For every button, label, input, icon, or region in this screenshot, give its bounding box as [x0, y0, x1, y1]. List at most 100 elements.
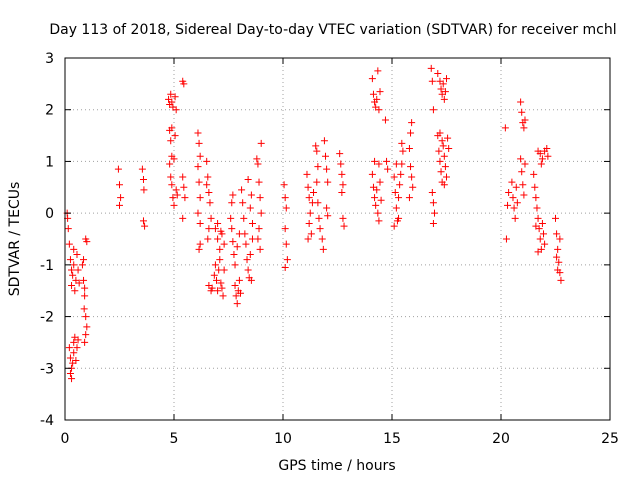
- data-point: [517, 98, 525, 106]
- data-point: [216, 245, 224, 253]
- data-point: [530, 170, 538, 178]
- data-point: [543, 145, 551, 152]
- data-point: [168, 124, 176, 132]
- data-point: [338, 188, 346, 196]
- data-point: [428, 188, 436, 196]
- data-point: [248, 219, 256, 227]
- data-point: [436, 129, 444, 137]
- data-point: [508, 178, 516, 186]
- data-point: [195, 178, 203, 186]
- data-point: [180, 80, 188, 88]
- data-point: [203, 157, 211, 165]
- data-point: [211, 261, 219, 269]
- data-point: [553, 253, 561, 261]
- data-point: [246, 251, 254, 259]
- data-point: [437, 168, 445, 176]
- data-point: [80, 305, 88, 313]
- x-tick-label: 5: [170, 431, 179, 447]
- data-point: [232, 292, 240, 300]
- data-point: [204, 173, 212, 181]
- data-point: [519, 181, 527, 189]
- data-point: [315, 214, 323, 222]
- data-point: [220, 266, 228, 274]
- data-point: [213, 276, 221, 284]
- data-point: [179, 173, 187, 181]
- data-point: [205, 225, 213, 233]
- data-point: [314, 163, 322, 171]
- data-point: [283, 256, 291, 264]
- data-point: [440, 152, 448, 160]
- data-point: [520, 124, 528, 132]
- data-point: [282, 204, 290, 212]
- data-point: [171, 93, 179, 101]
- data-point: [339, 214, 347, 222]
- data-point: [256, 194, 264, 202]
- data-point: [533, 204, 541, 212]
- data-point: [556, 235, 564, 243]
- plot-frame: [64, 57, 611, 421]
- data-point: [254, 160, 262, 168]
- data-point: [247, 191, 255, 199]
- data-point: [392, 160, 400, 168]
- data-point: [397, 170, 405, 178]
- data-point: [520, 191, 528, 199]
- data-point: [408, 173, 416, 181]
- data-point: [313, 178, 321, 186]
- data-point: [281, 225, 289, 233]
- data-point: [427, 64, 435, 72]
- data-point: [208, 284, 216, 292]
- data-point: [443, 173, 450, 181]
- data-point: [513, 199, 521, 207]
- data-point: [194, 163, 202, 171]
- data-point: [372, 201, 380, 209]
- data-point: [229, 238, 237, 246]
- data-point: [303, 170, 311, 178]
- data-point: [229, 191, 237, 199]
- data-point: [205, 188, 213, 196]
- data-point: [429, 199, 437, 207]
- data-point: [395, 214, 403, 222]
- data-point: [408, 119, 416, 127]
- y-tick-label: 2: [45, 103, 54, 119]
- x-tick-label: 10: [274, 431, 292, 447]
- data-point: [228, 199, 236, 207]
- data-point: [70, 338, 78, 346]
- data-point: [203, 181, 211, 189]
- data-point: [407, 129, 415, 137]
- data-point: [383, 157, 391, 165]
- data-point: [540, 230, 548, 238]
- data-point: [243, 256, 251, 264]
- data-point: [81, 292, 89, 300]
- data-point: [254, 235, 262, 243]
- data-point: [538, 155, 546, 163]
- data-point: [139, 217, 147, 225]
- data-point: [168, 98, 176, 106]
- data-point: [316, 225, 324, 233]
- data-point: [534, 214, 542, 222]
- data-point: [375, 217, 383, 225]
- data-point: [436, 157, 444, 165]
- data-point: [66, 369, 74, 377]
- data-point: [534, 248, 542, 256]
- data-point: [238, 186, 246, 194]
- data-point: [256, 245, 264, 253]
- data-point: [241, 230, 249, 238]
- data-point: [557, 276, 565, 284]
- data-point: [381, 116, 389, 124]
- data-point: [141, 222, 149, 230]
- data-point: [214, 287, 222, 295]
- data-point: [169, 194, 177, 202]
- data-point: [167, 173, 175, 181]
- data-point: [65, 240, 73, 248]
- data-point: [195, 139, 203, 147]
- data-point: [405, 194, 413, 202]
- data-point: [445, 145, 453, 152]
- data-point: [181, 194, 189, 202]
- data-point: [532, 194, 540, 202]
- data-point: [166, 160, 174, 168]
- data-point: [398, 139, 406, 147]
- data-point: [384, 165, 392, 173]
- data-point: [399, 147, 407, 155]
- data-point: [391, 188, 399, 196]
